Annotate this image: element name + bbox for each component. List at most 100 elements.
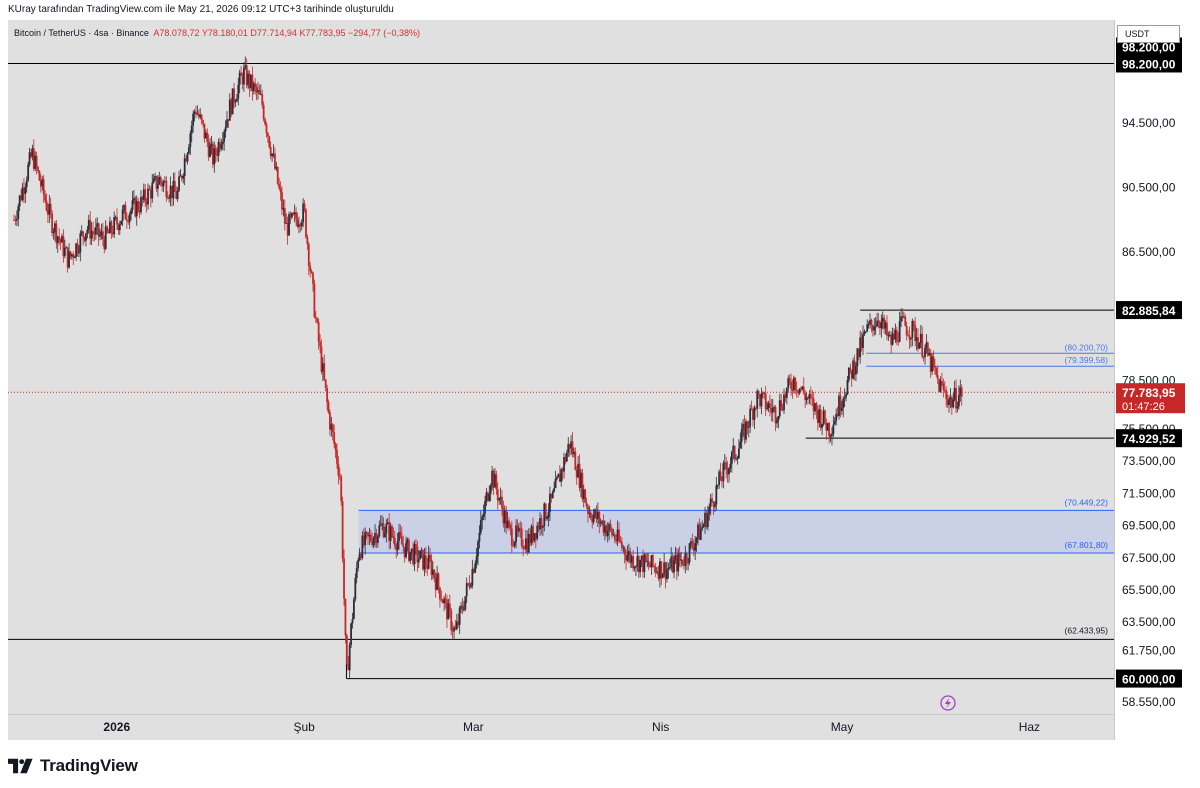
candle-body bbox=[447, 603, 450, 620]
support-zone bbox=[358, 510, 1114, 553]
candle-body bbox=[237, 84, 240, 99]
candle-body bbox=[935, 367, 938, 376]
candle-body bbox=[87, 219, 90, 230]
chart-container[interactable]: (70.449,22) (67.801,80) (80.200,70) (79.399… bbox=[0, 20, 1200, 742]
candle-body bbox=[809, 394, 812, 398]
candle-body bbox=[179, 175, 182, 177]
candle-body bbox=[453, 627, 455, 632]
candle-body bbox=[145, 201, 148, 205]
candle-body bbox=[592, 514, 595, 523]
candle-body bbox=[554, 478, 557, 489]
candle-body bbox=[681, 559, 684, 565]
candle-body bbox=[753, 407, 756, 420]
candle-body bbox=[908, 335, 911, 340]
candle-body bbox=[537, 525, 540, 530]
candle-body bbox=[62, 236, 65, 257]
candle-body bbox=[78, 252, 80, 254]
candle-body bbox=[684, 553, 687, 566]
candle-body bbox=[423, 555, 426, 570]
candle-body bbox=[774, 407, 777, 424]
candle-body bbox=[802, 386, 805, 394]
candle-body bbox=[864, 331, 867, 333]
candle-body bbox=[101, 231, 104, 240]
candle-body bbox=[329, 412, 331, 430]
candle-body bbox=[130, 209, 132, 215]
candle-body bbox=[491, 470, 494, 486]
candle-body bbox=[18, 195, 21, 207]
candle-body bbox=[959, 387, 962, 395]
candle-body bbox=[732, 445, 735, 453]
candle-body bbox=[30, 152, 32, 157]
candle-body bbox=[855, 366, 857, 375]
candle-body bbox=[97, 223, 100, 237]
candle-body bbox=[13, 219, 15, 221]
candle-body bbox=[833, 421, 836, 425]
tradingview-logo[interactable]: TradingView bbox=[8, 755, 138, 777]
candle-body bbox=[522, 546, 525, 549]
candle-body bbox=[200, 114, 203, 121]
candle-body bbox=[612, 534, 615, 536]
candle-body bbox=[124, 205, 127, 220]
candle-body bbox=[80, 231, 83, 234]
candle-body bbox=[216, 154, 219, 156]
countdown-text: 01:47:26 bbox=[1122, 401, 1165, 413]
candle-body bbox=[701, 527, 704, 529]
candle-body bbox=[659, 561, 661, 579]
time-axis[interactable] bbox=[8, 714, 1114, 740]
candle-body bbox=[663, 562, 666, 574]
candle-body bbox=[905, 325, 908, 336]
candle-body bbox=[264, 119, 266, 125]
current-price-badge bbox=[1116, 383, 1185, 414]
candle-body bbox=[481, 516, 484, 521]
candle-body bbox=[594, 509, 596, 515]
candle-body bbox=[900, 316, 902, 322]
candle-body bbox=[575, 470, 578, 478]
candle-body bbox=[65, 247, 68, 249]
candle-body bbox=[144, 189, 147, 202]
candle-body bbox=[151, 182, 154, 199]
candle-body bbox=[357, 560, 360, 569]
candle-body bbox=[147, 188, 149, 205]
candle-body bbox=[441, 600, 444, 604]
candle-body bbox=[730, 452, 733, 464]
y-tick-label: 58.550,00 bbox=[1122, 695, 1176, 709]
candle-body bbox=[894, 330, 897, 340]
candle-body bbox=[623, 547, 626, 555]
candle-body bbox=[117, 224, 120, 231]
candle-body bbox=[484, 501, 486, 514]
candle-body bbox=[745, 421, 747, 440]
candle-body bbox=[742, 423, 745, 430]
candle-body bbox=[385, 523, 388, 534]
price-badge-text: 74.929,52 bbox=[1122, 432, 1176, 446]
candle-body bbox=[372, 538, 375, 546]
candle-body bbox=[661, 573, 664, 578]
plot-area[interactable] bbox=[8, 20, 1114, 740]
candle-body bbox=[82, 231, 85, 237]
candle-body bbox=[869, 319, 871, 325]
candle-body bbox=[901, 316, 904, 318]
candle-body bbox=[517, 528, 520, 532]
candle-body bbox=[922, 356, 925, 358]
candle-body bbox=[708, 506, 711, 514]
price-badge-level-82885 bbox=[1116, 301, 1182, 320]
candle-body bbox=[261, 94, 264, 105]
price-chart[interactable]: (70.449,22) (67.801,80) (80.200,70) (79.399… bbox=[0, 20, 1200, 742]
candle-body bbox=[444, 598, 447, 600]
candle-body bbox=[644, 554, 647, 562]
candle-body bbox=[426, 565, 429, 569]
candle-body bbox=[281, 192, 283, 210]
candle-body bbox=[602, 520, 605, 533]
candle-body bbox=[458, 607, 461, 625]
candle-body bbox=[496, 489, 499, 501]
candle-body bbox=[353, 599, 355, 619]
candle-body bbox=[934, 365, 936, 368]
price-axis[interactable] bbox=[1114, 20, 1200, 740]
candle-body bbox=[581, 472, 584, 499]
currency-selector[interactable]: USDT bbox=[1117, 25, 1180, 43]
candle-body bbox=[197, 113, 200, 118]
candle-body bbox=[104, 226, 107, 249]
candle-body bbox=[52, 231, 55, 233]
zone-top-label: (70.449,22) bbox=[1065, 497, 1109, 507]
candle-body bbox=[211, 143, 214, 165]
candle-body bbox=[736, 458, 739, 460]
